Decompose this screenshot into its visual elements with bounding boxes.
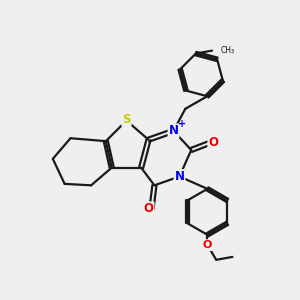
Text: CH₃: CH₃: [220, 46, 234, 55]
Text: N: N: [169, 124, 178, 137]
Text: S: S: [122, 112, 131, 126]
Text: +: +: [178, 119, 186, 129]
Text: N: N: [174, 170, 184, 183]
Text: O: O: [208, 136, 218, 149]
Text: O: O: [143, 202, 154, 215]
Text: O: O: [203, 240, 212, 250]
